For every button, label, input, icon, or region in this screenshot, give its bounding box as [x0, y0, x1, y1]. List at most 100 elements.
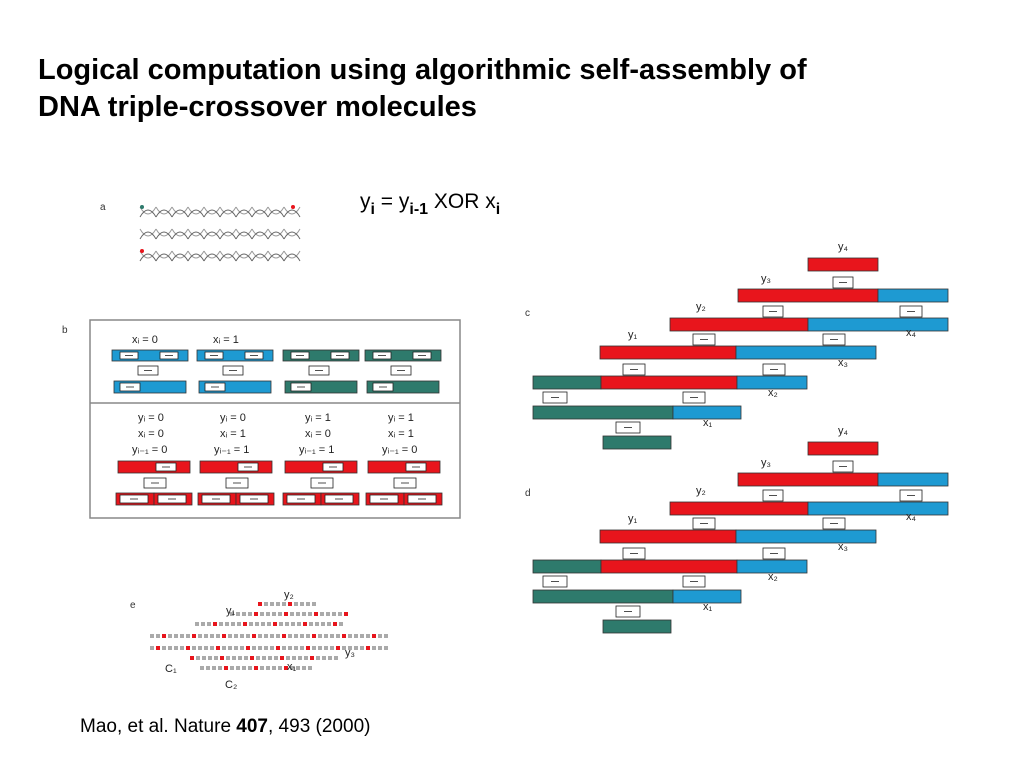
- afm-dot: [216, 634, 220, 638]
- panel-label-d: d: [525, 488, 531, 499]
- afm-dot: [242, 666, 246, 670]
- afm-dot: [366, 646, 370, 650]
- helix-strand: [235, 250, 253, 259]
- afm-dot: [276, 602, 280, 606]
- afm-dot: [322, 656, 326, 660]
- helix-strand: [219, 250, 237, 259]
- truth-y1-label: yᵢ₋₁ = 1: [299, 444, 334, 456]
- afm-dot: [258, 646, 262, 650]
- afm-dot: [234, 646, 238, 650]
- afm-dot: [354, 646, 358, 650]
- afm-dot: [264, 634, 268, 638]
- panel-b-truth-table: yᵢ = 0 xᵢ = 0 yᵢ₋₁ = 0 yᵢ = 0 xᵢ = 1 yᵢ₋₁ = 1…: [115, 412, 443, 506]
- afm-dot: [264, 602, 268, 606]
- afm-dot: [372, 634, 376, 638]
- helix-strand: [155, 231, 173, 240]
- afm-dot: [270, 646, 274, 650]
- afm-dot: [327, 622, 331, 626]
- helix-strand: [251, 253, 269, 262]
- title-line-2: DNA triple-crossover molecules: [38, 91, 477, 123]
- citation-prefix: Mao, et al. Nature: [80, 716, 237, 737]
- lattice-tile: [877, 288, 949, 303]
- afm-dot: [162, 646, 166, 650]
- afm-dot: [267, 622, 271, 626]
- x-label: x₄: [906, 327, 917, 339]
- afm-dot: [174, 634, 178, 638]
- helix-strand: [171, 231, 189, 240]
- afm-dot: [338, 612, 342, 616]
- panel-e-afm: y₂ y₁ y₃ x₁ C₁ C₂: [150, 589, 388, 691]
- truth-y1-label: yᵢ₋₁ = 0: [382, 444, 417, 456]
- lattice-tile: [735, 345, 877, 360]
- afm-dot: [276, 634, 280, 638]
- helix-strand: [251, 206, 269, 215]
- helix-strand: [219, 231, 237, 240]
- afm-dot: [308, 666, 312, 670]
- afm-dot: [342, 646, 346, 650]
- helix-strand: [235, 253, 253, 262]
- afm-label: y₂: [284, 589, 294, 601]
- lattice-tile: [736, 375, 808, 390]
- lattice-tile: [672, 405, 742, 420]
- citation: Mao, et al. Nature 407, 493 (2000): [80, 716, 370, 738]
- panel-b-frame: [89, 319, 461, 519]
- afm-dot: [180, 634, 184, 638]
- helix-strand: [267, 231, 285, 240]
- afm-dot: [228, 646, 232, 650]
- afm-dot: [248, 666, 252, 670]
- afm-dot: [330, 646, 334, 650]
- panel-label-c: c: [525, 308, 530, 319]
- afm-dot: [210, 634, 214, 638]
- afm-dot: [288, 646, 292, 650]
- lattice-tile: [532, 375, 602, 390]
- panel-b-input-tiles: [111, 349, 442, 394]
- helix-strand: [251, 231, 269, 240]
- helix-strand: [171, 228, 189, 237]
- afm-dot: [303, 622, 307, 626]
- afm-dot: [246, 646, 250, 650]
- afm-dot: [276, 646, 280, 650]
- helix-strand: [139, 209, 157, 218]
- afm-dot: [150, 646, 154, 650]
- truth-tile-top: [117, 460, 191, 474]
- afm-dot: [240, 646, 244, 650]
- lattice-tile: [807, 317, 949, 332]
- afm-dot: [312, 646, 316, 650]
- truth-y-label: yᵢ = 1: [305, 412, 331, 424]
- helix-strand: [155, 253, 173, 262]
- afm-dot: [255, 622, 259, 626]
- lattice-tile: [672, 589, 742, 604]
- panel-label-b: b: [62, 325, 68, 336]
- afm-dot: [344, 612, 348, 616]
- lattice-tile: [807, 501, 949, 516]
- afm-dot: [186, 646, 190, 650]
- afm-dot: [236, 612, 240, 616]
- helix-strand: [267, 250, 285, 259]
- afm-dot: [232, 656, 236, 660]
- panel-b-header-x0: xᵢ = 0: [132, 334, 158, 346]
- afm-dot: [230, 612, 234, 616]
- afm-dot: [225, 622, 229, 626]
- y-label: y₄: [838, 425, 849, 437]
- lattice-tile: [600, 559, 738, 574]
- afm-dot: [243, 622, 247, 626]
- afm-dot: [300, 646, 304, 650]
- afm-dot: [378, 646, 382, 650]
- afm-dot: [270, 634, 274, 638]
- title-line-1: Logical computation using algorithmic se…: [38, 54, 807, 86]
- helix-strand: [219, 253, 237, 262]
- afm-dot: [266, 666, 270, 670]
- helix-strand: [203, 253, 221, 262]
- afm-dot: [318, 646, 322, 650]
- helix-strand: [219, 206, 237, 215]
- afm-dot: [315, 622, 319, 626]
- slide-title: Logical computation using algorithmic se…: [38, 52, 988, 126]
- afm-dot: [300, 634, 304, 638]
- afm-dot: [192, 646, 196, 650]
- afm-dot: [254, 666, 258, 670]
- helix-strand: [155, 250, 173, 259]
- formula-eq: = y: [374, 190, 410, 213]
- helix-strand: [283, 228, 301, 237]
- afm-dot: [252, 634, 256, 638]
- afm-dot: [228, 634, 232, 638]
